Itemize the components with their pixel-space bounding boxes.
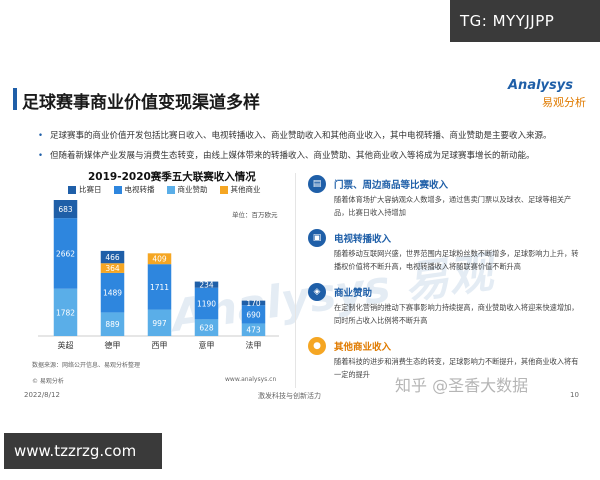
bullet-item: 足球赛事的商业价值开发包括比赛日收入、电视转播收入、商业赞助收入和其他商业收入，… <box>38 126 588 146</box>
data-label: 889 <box>105 320 120 329</box>
coins-icon: ● <box>308 337 326 355</box>
channel-desc: 随着科技的进步和消费生态的转变，足球影响力不断提升，其他商业收入将有一定的提升 <box>334 357 579 379</box>
bar-segment <box>147 309 172 336</box>
logo-main-text: Analysys <box>508 78 573 93</box>
channel-item-tv: ▣ 电视转播收入 随着移动互联网兴盛，世界范围内足球粉丝数不断增多，足球影响力上… <box>308 227 590 281</box>
bar-segment <box>53 218 78 289</box>
channel-desc: 随着体育场扩大容纳观众人数增多，通过售卖门票以及球衣、足球等相关产品，比赛日收入… <box>334 195 572 217</box>
bar-segment <box>100 263 125 273</box>
chart-source: 数据来源：网络公开信息、易观分析整理 <box>32 362 141 369</box>
category-label: 德甲 <box>105 340 121 350</box>
category-label: 法甲 <box>246 340 262 350</box>
legend-item-other: 其他商业 <box>219 184 261 195</box>
bar-segment <box>147 264 172 310</box>
data-label: 409 <box>152 255 167 264</box>
slide: 足球赛事商业价值变现渠道多样 Analysys 易观分析 足球赛事的商业价值开发… <box>10 58 590 408</box>
chart-copyright: © 易观分析 <box>32 378 64 385</box>
legend-item-sponsorship: 商业赞助 <box>166 184 208 195</box>
title-accent-bar <box>13 88 17 110</box>
channel-item-sponsorship: ◈ 商业赞助 在定制化营销的推动下赛事影响力持续提高，商业赞助收入将迎来快速增加… <box>308 281 590 335</box>
chart-site: www.analysys.cn <box>225 376 277 383</box>
legend-label: 比赛日 <box>79 185 102 194</box>
ticket-icon: ▤ <box>308 175 326 193</box>
logo-sub-text: 易观分析 <box>542 96 586 109</box>
legend-swatch <box>219 185 228 194</box>
legend-swatch <box>68 185 76 194</box>
data-label: 690 <box>246 310 261 319</box>
data-label: 1489 <box>103 289 122 298</box>
data-label: 1782 <box>56 308 75 317</box>
data-label: 997 <box>152 319 167 328</box>
footer-slogan: 激发科技与创新活力 <box>258 392 321 400</box>
bar-segment <box>53 200 78 219</box>
data-label: 466 <box>105 253 120 262</box>
channel-item-other: ● 其他商业收入 随着科技的进步和消费生态的转变，足球影响力不断提升，其他商业收… <box>308 335 590 389</box>
page-number: 10 <box>570 391 579 399</box>
legend-label: 电视转播 <box>124 185 155 194</box>
data-label: 2662 <box>56 249 75 258</box>
data-label: 170 <box>246 299 261 308</box>
tv-icon: ▣ <box>308 229 326 247</box>
bar-segment <box>241 323 266 336</box>
data-label: 683 <box>58 205 73 214</box>
bar-segment <box>147 253 172 265</box>
category-label: 意甲 <box>199 340 215 350</box>
bar-segment <box>241 305 266 324</box>
category-label: 西甲 <box>152 341 168 350</box>
category-label: 英超 <box>58 340 74 350</box>
column-divider <box>295 173 296 388</box>
channel-item-ticket: ▤ 门票、周边商品等比赛收入 随着体育场扩大容纳观众人数增多，通过售卖门票以及球… <box>308 173 590 227</box>
legend-swatch <box>113 185 122 194</box>
channel-desc: 在定制化营销的推动下赛事影响力持续提高，商业赞助收入将迎来快速增加，同时所占收入… <box>334 303 579 325</box>
data-label: 473 <box>246 326 261 335</box>
data-label: 628 <box>199 324 214 333</box>
bar-segment <box>194 319 219 336</box>
bar-segment <box>194 281 219 288</box>
channel-title: 门票、周边商品等比赛收入 <box>334 180 449 191</box>
zhihu-watermark: 知乎 @圣香大数据 <box>395 376 529 395</box>
chart-title: 2019-2020赛季五大联赛收入情况 <box>88 171 256 183</box>
channel-title: 电视转播收入 <box>334 234 392 245</box>
bar-segment <box>241 300 266 306</box>
bar-segment <box>194 287 219 320</box>
data-label: 234 <box>199 281 214 290</box>
chart-unit-label: 单位：百万欧元 <box>232 211 278 219</box>
legend-swatch <box>166 185 175 194</box>
bar-segment <box>100 272 125 313</box>
legend-item-matchday: 比赛日 <box>68 184 102 195</box>
data-label: 364 <box>105 264 120 273</box>
channel-title: 商业赞助 <box>334 288 373 299</box>
slide-title: 足球赛事商业价值变现渠道多样 <box>22 93 260 113</box>
site-watermark: www.tzzrzg.com <box>4 433 162 469</box>
bullet-list: 足球赛事的商业价值开发包括比赛日收入、电视转播收入、商业赞助收入和其他商业收入，… <box>38 126 588 166</box>
data-label: 1711 <box>150 283 169 292</box>
bullet-item: 但随着新媒体产业发展与消费生态转变，由线上媒体带来的转播收入、商业赞助、其他商业… <box>38 146 588 166</box>
telegram-watermark: TG: MYYJJPP <box>450 0 600 42</box>
analysys-logo: Analysys 易观分析 <box>508 78 586 110</box>
data-label: 1190 <box>197 300 216 309</box>
legend-item-broadcast: 电视转播 <box>113 184 155 195</box>
channel-title: 其他商业收入 <box>334 342 392 353</box>
bar-segment <box>100 250 125 264</box>
channel-desc: 随着移动互联网兴盛，世界范围内足球粉丝数不断增多，足球影响力上升，转播权价值将不… <box>334 249 579 271</box>
legend-label: 其他商业 <box>230 185 261 194</box>
legend-label: 商业赞助 <box>177 185 208 194</box>
bar-segment <box>53 288 78 336</box>
stacked-bar-chart: 1782 2662 683 英超 889 1489 364 466 德甲 997 1711 409 西甲… <box>38 200 279 350</box>
footer-date: 2022/8/12 <box>24 391 60 399</box>
bar-segment <box>100 312 125 336</box>
handshake-icon: ◈ <box>308 283 326 301</box>
channel-list: ▤ 门票、周边商品等比赛收入 随着体育场扩大容纳观众人数增多，通过售卖门票以及球… <box>308 173 590 389</box>
chart-legend: 比赛日 电视转播 商业赞助 其他商业 <box>68 184 288 195</box>
